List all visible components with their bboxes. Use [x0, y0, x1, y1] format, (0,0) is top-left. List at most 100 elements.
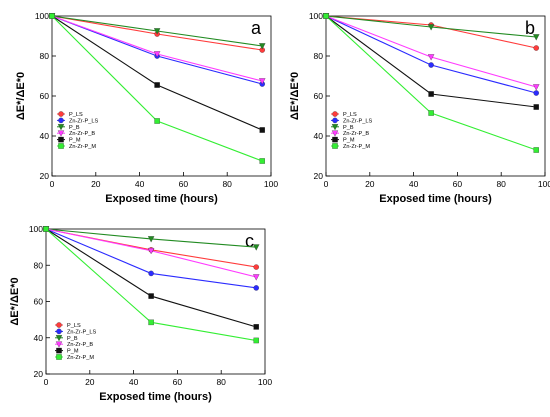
data-point: [49, 13, 55, 19]
x-tick-label: 40: [135, 179, 145, 189]
y-tick-label: 80: [314, 51, 324, 61]
series-line: [325, 15, 537, 151]
y-tick-label: 40: [314, 131, 324, 141]
data-point: [259, 158, 265, 164]
legend-entry: P_M: [69, 138, 81, 144]
legend-entry: Zn-Zr-P_B: [67, 342, 93, 348]
x-axis-label: Exposed time (hours): [99, 391, 212, 403]
legend-entry: Zn-Zr-P_B: [69, 131, 95, 137]
data-point: [532, 84, 540, 91]
y-tick-label: 80: [40, 51, 50, 61]
y-tick-label: 20: [314, 171, 324, 181]
data-point: [427, 54, 435, 61]
y-tick-label: 100: [35, 11, 49, 21]
data-point: [253, 285, 259, 291]
data-point: [428, 110, 434, 116]
data-point: [428, 91, 434, 97]
x-tick-label: 80: [496, 179, 506, 189]
legend-marker: [332, 136, 338, 143]
legend-marker: [332, 111, 338, 117]
legend-entry: P_LS: [67, 323, 81, 329]
data-point: [252, 244, 260, 251]
series-line: [51, 15, 263, 82]
data-point: [43, 226, 49, 232]
data-point: [252, 274, 260, 281]
data-point: [532, 34, 540, 41]
series-line: [51, 15, 263, 85]
x-axis-label: Exposed time (hours): [379, 193, 492, 205]
legend-marker: [58, 117, 64, 124]
x-tick-label: 40: [409, 179, 419, 189]
legend-marker: [56, 328, 62, 335]
legend-entry: P_B: [67, 336, 78, 342]
x-tick-label: 20: [85, 377, 95, 387]
data-point: [154, 82, 160, 88]
legend-marker: [57, 124, 65, 131]
y-axis-label: ΔE*/ΔE*0: [15, 72, 27, 120]
legend-marker: [58, 111, 64, 117]
data-point: [253, 264, 259, 270]
y-tick-label: 20: [34, 369, 44, 379]
data-point: [533, 90, 539, 96]
data-point: [259, 127, 265, 133]
legend-entry: Zn-Zr-P_LS: [69, 118, 98, 124]
data-point: [323, 13, 329, 19]
legend-marker: [55, 335, 63, 342]
legend-entry: Zn-Zr-P_B: [343, 131, 369, 137]
legend-marker: [56, 354, 62, 360]
data-point: [153, 51, 161, 58]
legend-marker: [58, 136, 64, 143]
legend-entry: P_M: [67, 349, 79, 355]
legend-entry: P_LS: [343, 112, 357, 118]
legend-entry: Zn-Zr-P_M: [67, 355, 94, 361]
series-line: [325, 15, 537, 49]
legend-marker: [57, 130, 65, 137]
y-tick-label: 40: [40, 131, 50, 141]
x-tick-label: 20: [365, 179, 375, 189]
y-tick-label: 100: [29, 224, 43, 234]
series-line: [45, 228, 257, 328]
x-tick-label: 80: [222, 179, 232, 189]
y-tick-label: 20: [40, 171, 50, 181]
y-axis-label: ΔE*/ΔE*0: [9, 277, 21, 325]
x-tick-label: 20: [91, 179, 101, 189]
x-tick-label: 60: [173, 377, 183, 387]
data-point: [148, 293, 154, 299]
x-tick-label: 100: [538, 179, 550, 189]
x-tick-label: 40: [129, 377, 139, 387]
data-point: [148, 270, 154, 277]
data-point: [147, 247, 155, 255]
legend-marker: [56, 347, 62, 354]
data-point: [253, 337, 259, 344]
legend-entry: Zn-Zr-P_M: [69, 144, 96, 150]
y-tick-label: 80: [34, 260, 44, 270]
data-point: [533, 104, 539, 110]
y-tick-label: 60: [34, 297, 44, 307]
data-point: [428, 62, 434, 68]
y-tick-label: 60: [314, 91, 324, 101]
y-tick-label: 60: [40, 91, 50, 101]
legend-marker: [331, 130, 339, 137]
y-tick-label: 40: [34, 333, 44, 343]
data-point: [147, 236, 155, 243]
x-tick-label: 0: [324, 179, 329, 189]
panel-label: c: [245, 231, 254, 251]
data-point: [253, 324, 259, 330]
legend-marker: [331, 124, 339, 131]
data-point: [533, 147, 539, 153]
legend-entry: Zn-Zr-P_LS: [67, 329, 96, 335]
legend-entry: P_B: [69, 125, 80, 131]
x-tick-label: 0: [44, 377, 49, 387]
legend-marker: [58, 143, 64, 149]
y-tick-label: 100: [309, 11, 323, 21]
panel-label: b: [525, 18, 535, 38]
data-point: [153, 28, 161, 35]
legend-entry: P_LS: [69, 112, 83, 118]
x-tick-label: 60: [453, 179, 463, 189]
